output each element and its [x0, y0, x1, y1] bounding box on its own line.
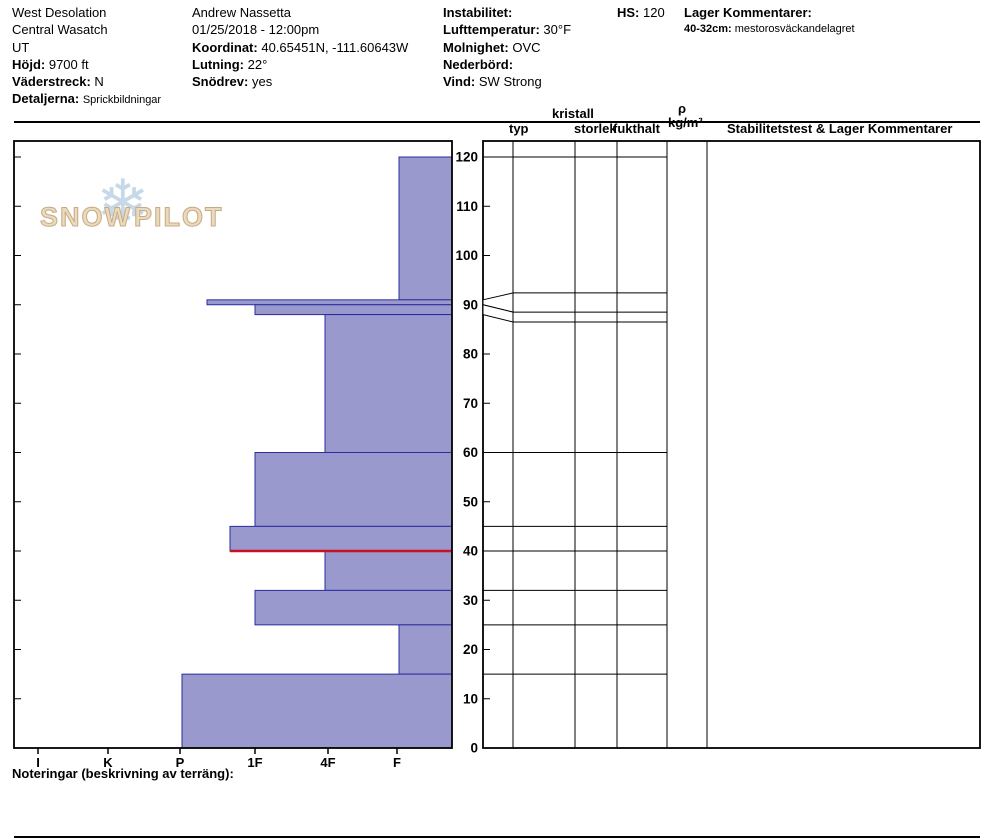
- aspect-value: N: [94, 74, 104, 89]
- snow-layer-bar: [324, 550, 453, 591]
- header-divider: [14, 121, 980, 123]
- depth-axis-label: 70: [463, 396, 478, 411]
- snow-layer-bar: [254, 452, 453, 527]
- hardness-axis-label: K: [103, 755, 113, 770]
- wind-row: Vind: SW Strong: [443, 74, 542, 90]
- site-name: West Desolation: [12, 5, 107, 20]
- depth-axis-label: 10: [463, 691, 478, 706]
- coordinates-label: Koordinat:: [192, 40, 258, 55]
- winddrift-row: Snödrev: yes: [192, 74, 272, 90]
- sky-value: OVC: [512, 40, 541, 55]
- instability-label: Instabilitet:: [443, 5, 513, 20]
- site-state: UT: [12, 40, 30, 55]
- snow-layer-bar: [398, 156, 453, 301]
- snow-layer-bar: [254, 589, 453, 626]
- winddrift-label: Snödrev:: [192, 74, 249, 89]
- depth-axis-label: 110: [456, 199, 478, 214]
- hardness-plot-frame: [13, 140, 453, 749]
- wind-label: Vind:: [443, 74, 476, 89]
- airtemp-row: Lufttemperatur: 30°F: [443, 22, 571, 38]
- site-region: Central Wasatch: [12, 22, 108, 37]
- col-header-grain-size-2: storlek: [574, 121, 617, 136]
- snow-height-label: HS:: [617, 5, 640, 20]
- slope-label: Lutning:: [192, 57, 244, 72]
- sky-row: Molnighet: OVC: [443, 40, 541, 56]
- depth-axis-label: 40: [463, 544, 478, 559]
- snow-layer-bar: [254, 304, 453, 316]
- wind-value: SW Strong: [478, 74, 542, 89]
- depth-axis-label: 50: [463, 494, 478, 509]
- details-label: Detaljerna:: [12, 91, 80, 106]
- aspect-label: Väderstreck:: [12, 74, 91, 89]
- col-header-moisture: fukthalt: [613, 121, 660, 136]
- col-header-grain-type: typ: [509, 121, 529, 136]
- col-header-stability-tests: Stabilitetstest & Lager Kommentarer: [727, 121, 953, 136]
- col-header-grain-size-1: kristall: [552, 106, 594, 121]
- hardness-axis-label: I: [36, 755, 40, 770]
- col-header-density-unit: kg/m³: [668, 115, 703, 130]
- layer-table-frame: [482, 140, 981, 749]
- observer-name: Andrew Nassetta: [192, 5, 291, 20]
- depth-axis-label: 0: [470, 741, 478, 756]
- elevation-label: Höjd:: [12, 57, 46, 72]
- depth-axis-label: 90: [463, 297, 478, 312]
- snow-layer-bar: [324, 314, 453, 453]
- depth-axis-label: 120: [455, 150, 478, 165]
- layer-comment-text: mestorosväckandelagret: [734, 23, 855, 35]
- snowflake-icon: ❄: [96, 167, 150, 239]
- depth-axis-label: 20: [463, 642, 478, 657]
- snow-layer-bar: [398, 624, 453, 675]
- layer-comment-range: 40-32cm:: [684, 23, 732, 35]
- notes-bottom-border: [14, 836, 980, 838]
- snow-height-row: HS: 120: [617, 5, 665, 21]
- slope-row: Lutning: 22°: [192, 57, 267, 73]
- details-value: Sprickbildningar: [82, 94, 162, 106]
- details-row: Detaljerna: Sprickbildningar: [12, 91, 161, 107]
- depth-axis-label: 80: [463, 347, 478, 362]
- depth-axis-label: 30: [463, 593, 478, 608]
- col-header-density-symbol: ρ: [678, 101, 687, 116]
- precip-label: Nederbörd:: [443, 57, 514, 72]
- logo-word-snow: SNOW: [40, 202, 132, 233]
- precip-row: Nederbörd:: [443, 57, 513, 73]
- airtemp-value: 30°F: [543, 22, 572, 37]
- elevation-row: Höjd: 9700 ft: [12, 57, 89, 73]
- snow-height-value: 120: [643, 5, 665, 20]
- hardness-axis-label: 1F: [247, 755, 262, 770]
- sky-label: Molnighet:: [443, 40, 509, 55]
- hardness-axis-label: P: [176, 755, 185, 770]
- instability-row: Instabilitet:: [443, 5, 512, 21]
- depth-axis-label: 100: [455, 248, 478, 263]
- depth-axis-label: 60: [463, 445, 478, 460]
- snow-layer-bar: [181, 673, 453, 749]
- hardness-axis-label: F: [393, 755, 401, 770]
- airtemp-label: Lufttemperatur:: [443, 22, 540, 37]
- notes-label: Noteringar (beskrivning av terräng):: [12, 766, 234, 781]
- layer-comment-row: 40-32cm: mestorosväckandelagret: [684, 23, 855, 36]
- observation-datetime: 01/25/2018 - 12:00pm: [192, 22, 320, 37]
- snow-layer-bar: [206, 299, 453, 306]
- snowpilot-logo: ❄ SNOW PILOT: [38, 167, 228, 248]
- logo-word-pilot: PILOT: [134, 202, 224, 233]
- winddrift-value: yes: [251, 74, 273, 89]
- coordinates-row: Koordinat: 40.65451N, -111.60643W: [192, 40, 408, 56]
- layer-comments-title: Lager Kommentarer:: [684, 5, 812, 20]
- aspect-row: Väderstreck: N: [12, 74, 104, 90]
- coordinates-value: 40.65451N, -111.60643W: [261, 40, 409, 55]
- thin-layer-flag: [482, 304, 514, 323]
- hardness-axis-label: 4F: [320, 755, 335, 770]
- elevation-value: 9700 ft: [48, 57, 89, 72]
- slope-value: 22°: [247, 57, 268, 72]
- snow-layer-bar: [229, 525, 453, 552]
